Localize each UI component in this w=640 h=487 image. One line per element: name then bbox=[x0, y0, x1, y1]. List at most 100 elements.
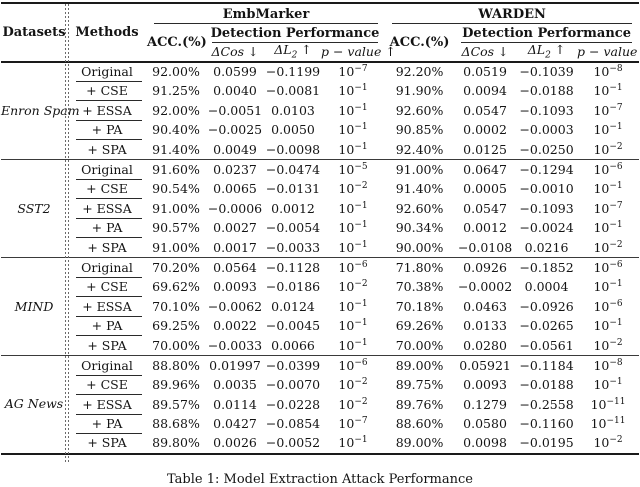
p-value-exponent: −7 bbox=[609, 200, 623, 211]
p-value-exponent: −2 bbox=[609, 239, 623, 250]
value-cell: 0.0114 bbox=[213, 396, 257, 412]
dataset-label: AG News bbox=[1, 355, 67, 455]
value-cell: 92.00% bbox=[152, 102, 200, 118]
p-value-exponent: −8 bbox=[609, 63, 623, 74]
value-cell: 0.0237 bbox=[213, 161, 257, 177]
p-value-exponent: −1 bbox=[354, 122, 368, 133]
method-label: Original bbox=[67, 160, 147, 180]
col-header-delta-l2-embmarker: ΔL2 ↑ bbox=[265, 41, 321, 63]
value-cell: 10−11 bbox=[590, 416, 626, 432]
delta-l2-base: ΔL bbox=[527, 41, 546, 57]
value-cell: −0.0052 bbox=[265, 434, 321, 455]
value-cell: 10−1 bbox=[321, 238, 386, 259]
value-cell: −0.0033 bbox=[265, 238, 321, 259]
value-cell: 0.0124 bbox=[271, 298, 315, 314]
value-cell: 0.0647 bbox=[463, 161, 507, 177]
value-cell: 91.00% bbox=[395, 161, 444, 177]
p-value-exponent: −1 bbox=[354, 298, 368, 309]
method-cline-rule bbox=[76, 374, 142, 376]
value-cell: 0.05921 bbox=[459, 357, 511, 373]
delta-l2-sub: 2 bbox=[545, 50, 551, 61]
value-cell: 10−6 bbox=[593, 298, 623, 314]
embmarker-label: EmbMarker bbox=[222, 6, 310, 22]
col-header-detection-embmarker: Detection Performance bbox=[205, 24, 385, 43]
value-cell: −0.2558 bbox=[519, 396, 574, 412]
value-cell: 69.25% bbox=[152, 318, 200, 334]
p-value-exponent: −7 bbox=[354, 416, 368, 427]
value-cell: 0.0564 bbox=[213, 259, 257, 275]
value-cell: 88.68% bbox=[152, 416, 200, 432]
value-cell: 10−1 bbox=[593, 122, 623, 138]
table-row: + ESSA 89.57% 0.0114 −0.0228 10−2 89.76% 0.127… bbox=[1, 395, 639, 415]
value-cell: 10−6 bbox=[593, 161, 623, 177]
table-row: + CSE 90.54% 0.0065 −0.0131 10−2 91.40% 0.0005… bbox=[1, 180, 639, 200]
value-cell: 92.60% bbox=[395, 200, 444, 216]
value-cell: 0.0012 bbox=[463, 220, 507, 236]
value-cell: 0.0027 bbox=[213, 220, 257, 236]
method-cline-rule bbox=[76, 335, 142, 337]
method-cline-rule bbox=[76, 413, 142, 415]
p-value-exponent: −1 bbox=[609, 278, 623, 289]
value-cell: −0.0054 bbox=[265, 220, 321, 236]
table-row: + PA 69.25% 0.0022 −0.0045 10−1 69.26% 0.0133−… bbox=[1, 317, 639, 337]
value-cell: 10−5 bbox=[338, 161, 368, 177]
method-label: + SPA bbox=[67, 238, 147, 259]
method-cline-rule bbox=[76, 315, 142, 317]
header-row-groups: Datasets Methods EmbMarker WARDEN bbox=[1, 3, 639, 63]
double-dashed-divider-left bbox=[65, 4, 66, 462]
value-cell: 10−1 bbox=[321, 140, 386, 161]
rule-under-detection-warden bbox=[461, 42, 633, 43]
value-cell: 10−1 bbox=[338, 102, 368, 118]
value-cell: 91.40% bbox=[147, 140, 205, 161]
value-cell: 10−1 bbox=[338, 220, 368, 236]
method-label: + ESSA bbox=[67, 199, 147, 219]
value-cell: 92.60% bbox=[395, 102, 444, 118]
value-cell: 0.0050 bbox=[271, 122, 315, 138]
value-cell: 70.20% bbox=[152, 259, 200, 275]
method-label: + CSE bbox=[67, 82, 147, 102]
delta-l2-sub: 2 bbox=[291, 50, 298, 61]
value-cell: 89.57% bbox=[152, 396, 200, 412]
detection-label: Detection Performance bbox=[462, 26, 631, 41]
p-value-exponent: −2 bbox=[354, 376, 368, 387]
value-cell: −0.0926 bbox=[519, 298, 574, 314]
value-cell: 88.80% bbox=[152, 357, 200, 373]
value-cell: 10−8 bbox=[593, 357, 623, 373]
value-cell: 92.20% bbox=[395, 64, 444, 80]
value-cell: 71.80% bbox=[395, 259, 444, 275]
results-table: Datasets Methods EmbMarker WARDEN ACC.(%… bbox=[1, 2, 640, 455]
p-value-exponent: −1 bbox=[354, 102, 368, 113]
p-value-exponent: −1 bbox=[609, 220, 623, 231]
table-row: + SPA 91.00% 0.0017 −0.0033 10−1 90.00% −0.010… bbox=[1, 238, 640, 259]
value-cell: 0.0098 bbox=[454, 434, 517, 455]
value-cell: 10−1 bbox=[338, 200, 368, 216]
method-label: + PA bbox=[67, 415, 147, 435]
value-cell: 10−7 bbox=[593, 102, 623, 118]
value-cell: 0.1279 bbox=[463, 396, 507, 412]
value-cell: 0.0926 bbox=[463, 259, 507, 275]
value-cell: 88.60% bbox=[395, 416, 444, 432]
value-cell: 89.75% bbox=[395, 377, 444, 393]
value-cell: 70.00% bbox=[385, 336, 455, 357]
p-value-exponent: −6 bbox=[609, 298, 623, 309]
value-cell: 10−2 bbox=[338, 180, 368, 197]
value-cell: 10−7 bbox=[338, 63, 368, 80]
value-cell: −0.0070 bbox=[265, 377, 321, 393]
dataset-label: SST2 bbox=[1, 159, 67, 259]
value-cell: −0.0250 bbox=[516, 140, 578, 161]
p-value-exponent: −1 bbox=[354, 141, 368, 152]
table-row: MIND Original 70.20% 0.0564 −0.1128 10−6 71.80… bbox=[1, 257, 639, 357]
value-cell: 90.85% bbox=[395, 122, 444, 138]
value-cell: −0.0131 bbox=[265, 181, 321, 197]
p-value-exponent: −2 bbox=[354, 180, 368, 191]
value-cell: 10−2 bbox=[577, 336, 640, 357]
table-row: + PA 88.68% 0.0427 −0.0854 10−7 88.60% 0.0580−… bbox=[1, 415, 639, 435]
delta-l2-base: ΔL bbox=[274, 41, 292, 57]
value-cell: 70.38% bbox=[395, 279, 444, 295]
value-cell: 69.62% bbox=[152, 279, 200, 295]
value-cell: 10−6 bbox=[593, 259, 623, 275]
method-label: + CSE bbox=[67, 376, 147, 396]
value-cell: −0.0062 bbox=[207, 298, 263, 314]
method-label: + SPA bbox=[67, 140, 147, 161]
